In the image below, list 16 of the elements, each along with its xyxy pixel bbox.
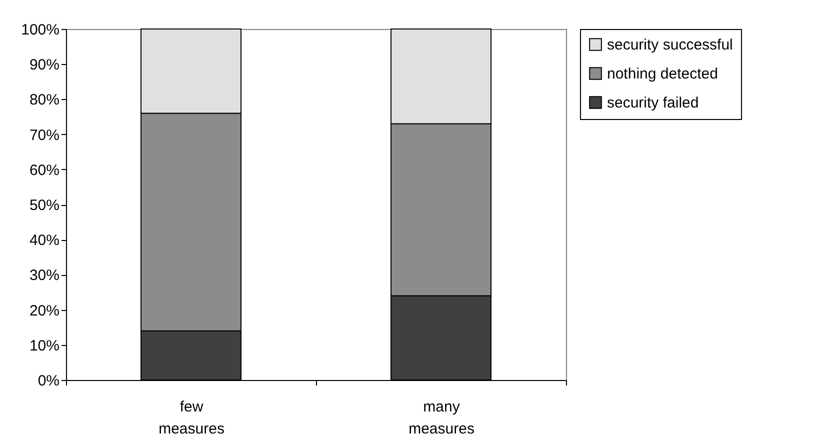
y-tick-label: 50% (29, 197, 60, 214)
x-tick-label: many measures (408, 398, 474, 437)
y-tick-label: 20% (29, 302, 60, 320)
y-tick-label: 0% (38, 372, 60, 390)
legend-label: nothing detected (607, 66, 718, 82)
y-tick-label: 100% (21, 22, 60, 38)
x-tick-label: few measures (158, 398, 224, 437)
y-tick-label: 30% (29, 267, 60, 284)
y-tick-label: 80% (29, 92, 60, 109)
y-tick-label: 60% (29, 162, 60, 179)
y-tick-label: 90% (29, 56, 60, 74)
y-tick-label: 70% (29, 126, 60, 144)
y-tick-label: 10% (29, 337, 60, 354)
legend-label: security failed (607, 94, 699, 112)
y-tick-label: 40% (29, 232, 60, 250)
legend-label: security successful (607, 36, 733, 54)
